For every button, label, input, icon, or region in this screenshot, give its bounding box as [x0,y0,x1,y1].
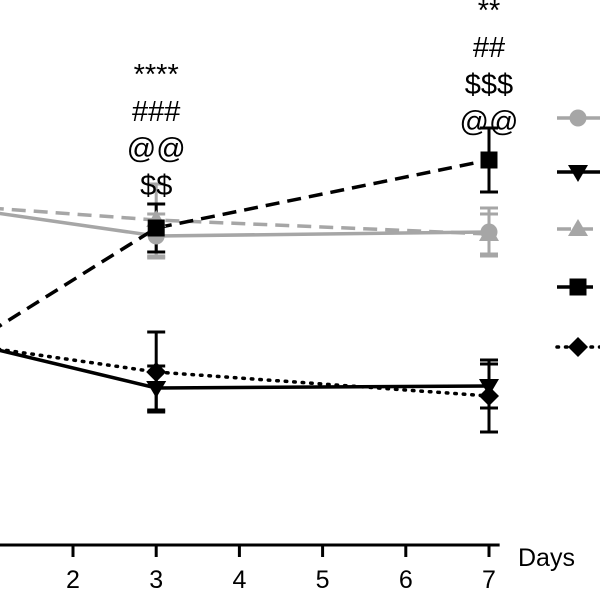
series-2-line [0,348,490,390]
legend-marker-series-3 [568,219,588,236]
series-5-line [0,347,491,398]
series-3-point-2 [479,224,499,241]
series-4-line [0,158,490,328]
legend-marker-series-4 [569,278,587,296]
significance-annotations: **** ### @@ $$ ** ## $$$ @@ [127,0,519,202]
legend-item-series-5 [555,337,600,357]
series-5-point-2 [479,386,499,406]
annotation-day3-line-1: ### [132,96,180,128]
legend-item-series-1 [557,109,600,127]
legend-marker-series-2 [568,165,588,182]
x-tick-label-7: 7 [482,566,496,594]
x-tick-label-5: 5 [316,566,330,594]
legend-marker-series-5 [568,337,588,357]
annotation-day3-line-2: @@ [127,133,186,165]
x-tick-label-2: 2 [66,566,80,594]
annotation-day7-line-1: ## [473,32,505,64]
annotation-day7-line-2: $$$ [465,69,513,101]
series-4-point-2 [480,151,498,169]
x-tick-label-6: 6 [399,566,413,594]
series-lines [0,158,491,398]
x-axis: 2 3 4 5 6 7 Days [0,543,575,594]
x-axis-label: Days [518,544,575,572]
legend-item-series-2 [557,165,600,182]
annotation-day7-line-3: @@ [460,106,519,138]
legend [555,109,600,357]
series-4-point-1 [147,219,165,237]
series-5-point-1 [146,362,167,382]
annotation-day3-line-0: **** [134,59,179,91]
x-tick-label-4: 4 [232,566,246,594]
x-tick-label-3: 3 [149,566,163,594]
data-markers [146,151,499,406]
legend-marker-series-1 [569,109,587,127]
annotation-day7-line-0: ** [478,0,501,27]
series-2-point-1 [146,381,167,398]
legend-item-series-3 [557,219,600,236]
series-3-line [0,206,490,236]
legend-item-series-4 [557,278,600,296]
annotation-day3-line-3: $$ [140,170,172,202]
